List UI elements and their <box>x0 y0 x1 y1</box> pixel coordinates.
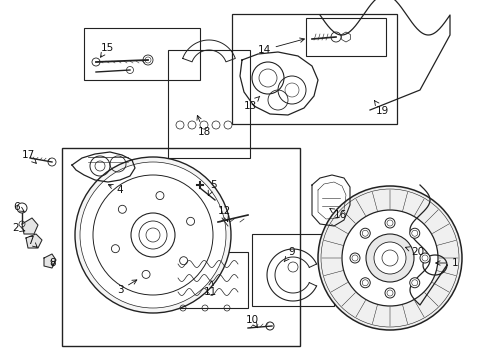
Bar <box>172 252 248 308</box>
Text: 4: 4 <box>108 184 123 195</box>
Bar <box>62 148 300 346</box>
Circle shape <box>410 278 420 288</box>
Text: 10: 10 <box>245 315 259 328</box>
Circle shape <box>360 278 370 288</box>
Polygon shape <box>22 218 38 234</box>
Bar <box>168 50 250 158</box>
Text: 18: 18 <box>197 116 211 137</box>
Text: 20: 20 <box>405 247 424 257</box>
Circle shape <box>111 245 120 253</box>
Text: 13: 13 <box>244 96 260 111</box>
Text: 12: 12 <box>218 206 231 221</box>
Text: 19: 19 <box>374 101 389 116</box>
Circle shape <box>119 205 126 213</box>
Circle shape <box>410 228 420 238</box>
Circle shape <box>80 162 226 308</box>
Circle shape <box>156 192 164 199</box>
Bar <box>232 14 397 124</box>
Polygon shape <box>26 234 42 248</box>
Circle shape <box>187 217 195 225</box>
Circle shape <box>342 210 438 306</box>
Text: 14: 14 <box>257 38 304 55</box>
Text: 5: 5 <box>208 180 216 195</box>
Text: 15: 15 <box>100 43 114 57</box>
Text: 16: 16 <box>330 208 346 220</box>
Circle shape <box>318 186 462 330</box>
Text: 7: 7 <box>26 236 37 247</box>
Circle shape <box>360 228 370 238</box>
Text: 6: 6 <box>14 202 24 212</box>
Circle shape <box>142 270 150 278</box>
Text: 3: 3 <box>117 280 137 295</box>
Bar <box>252 234 334 306</box>
Text: 17: 17 <box>22 150 36 163</box>
Bar <box>306 18 386 56</box>
Circle shape <box>350 253 360 263</box>
Text: 8: 8 <box>49 258 56 268</box>
Circle shape <box>366 234 414 282</box>
Circle shape <box>75 157 231 313</box>
Text: 2: 2 <box>13 223 25 233</box>
Circle shape <box>385 218 395 228</box>
Polygon shape <box>44 254 56 268</box>
Text: 1: 1 <box>436 258 458 268</box>
Text: 11: 11 <box>203 281 217 297</box>
Circle shape <box>180 257 188 265</box>
Circle shape <box>385 288 395 298</box>
Circle shape <box>420 253 430 263</box>
Circle shape <box>374 242 406 274</box>
Bar <box>84 28 200 80</box>
Text: 9: 9 <box>284 247 295 262</box>
